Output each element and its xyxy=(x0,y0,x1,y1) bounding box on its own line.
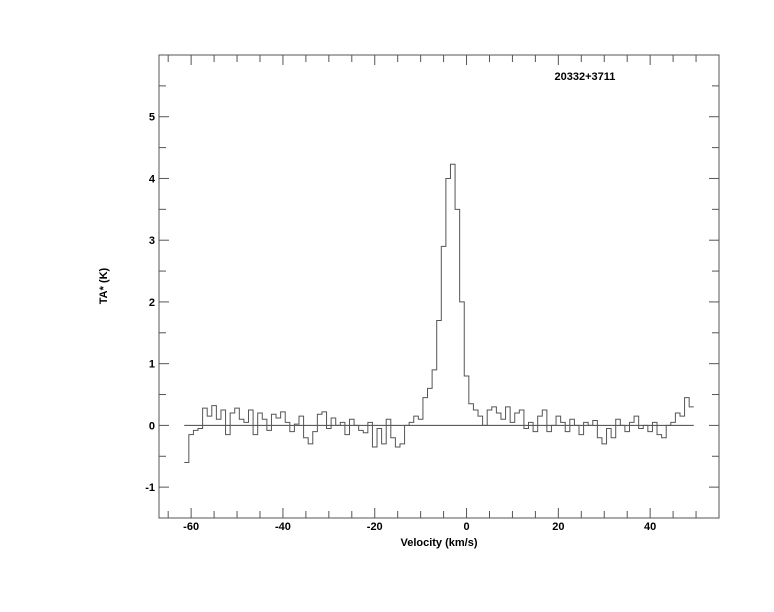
spectrum-line xyxy=(184,163,694,463)
x-tick-label: -40 xyxy=(275,521,291,533)
y-tick-label: 4 xyxy=(149,173,156,185)
axis-ticks xyxy=(159,54,720,519)
y-tick-label: -1 xyxy=(145,482,155,494)
y-tick-label: 5 xyxy=(149,112,155,124)
tick-labels: -60 -40 -20 0 20 40 -1 0 1 2 3 4 5 xyxy=(145,112,656,533)
y-tick-label: 1 xyxy=(149,359,155,371)
x-tick-label: -60 xyxy=(183,521,199,533)
plot-frame xyxy=(158,54,720,519)
chart-title: 20332+3711 xyxy=(555,71,616,83)
x-tick-label: 40 xyxy=(644,521,656,533)
y-axis-label: TA* (K) xyxy=(98,267,110,304)
x-tick-label: 0 xyxy=(463,521,469,533)
x-tick-label: -20 xyxy=(367,521,383,533)
y-tick-label: 0 xyxy=(149,420,155,432)
x-tick-label: 20 xyxy=(552,521,564,533)
y-tick-label: 2 xyxy=(149,297,155,309)
y-tick-label: 3 xyxy=(149,235,155,247)
x-axis-label: Velocity (km/s) xyxy=(400,537,477,549)
